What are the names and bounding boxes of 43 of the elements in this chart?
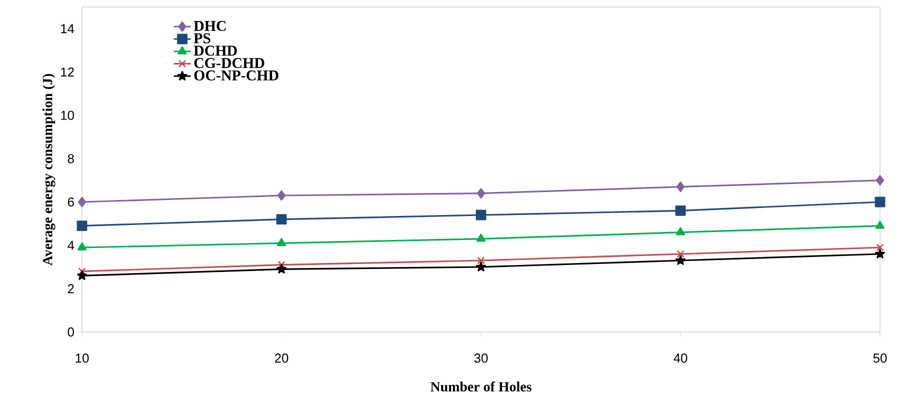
point xyxy=(676,255,686,265)
point xyxy=(875,220,885,229)
point xyxy=(476,262,486,272)
point xyxy=(676,227,686,236)
y-tick-label: 6 xyxy=(68,197,74,207)
y-tick-label: 4 xyxy=(68,240,74,250)
point xyxy=(675,205,686,216)
x-tick-label: 20 xyxy=(274,354,288,363)
y-tick-label: 10 xyxy=(61,110,74,120)
legend-label: CG-DCHD xyxy=(194,58,264,68)
point xyxy=(77,242,87,250)
point xyxy=(76,220,88,232)
legend-label: OC-NP-CHD xyxy=(194,70,278,80)
x-tick-label: 30 xyxy=(474,354,488,363)
y-tick-label: 2 xyxy=(68,284,74,294)
y-tick-label: 12 xyxy=(61,67,74,77)
legend-label: PS xyxy=(194,33,210,44)
y-axis-title: Average energy consumption (J) xyxy=(42,74,56,266)
point xyxy=(676,182,685,192)
point xyxy=(78,196,86,208)
y-tick-label: 8 xyxy=(68,154,74,164)
point xyxy=(476,188,486,199)
y-tick-label: 14 xyxy=(61,24,74,34)
point xyxy=(477,256,485,264)
point xyxy=(276,238,286,246)
x-axis-title: Number of Holes xyxy=(430,382,532,392)
y-tick-label: 0 xyxy=(68,327,74,337)
legend-label: DHC xyxy=(194,20,226,31)
point xyxy=(875,248,885,258)
point xyxy=(276,264,286,274)
point xyxy=(876,175,884,186)
x-tick-label: 10 xyxy=(76,354,89,363)
point xyxy=(476,210,486,220)
point xyxy=(676,250,684,258)
x-tick-label: 40 xyxy=(674,354,688,363)
point xyxy=(277,190,286,201)
point xyxy=(77,270,87,280)
point xyxy=(874,196,886,208)
x-tick-label: 50 xyxy=(873,354,887,363)
point xyxy=(476,234,486,242)
point xyxy=(276,214,287,225)
point xyxy=(876,244,884,252)
legend-label: DCHD xyxy=(194,46,237,56)
